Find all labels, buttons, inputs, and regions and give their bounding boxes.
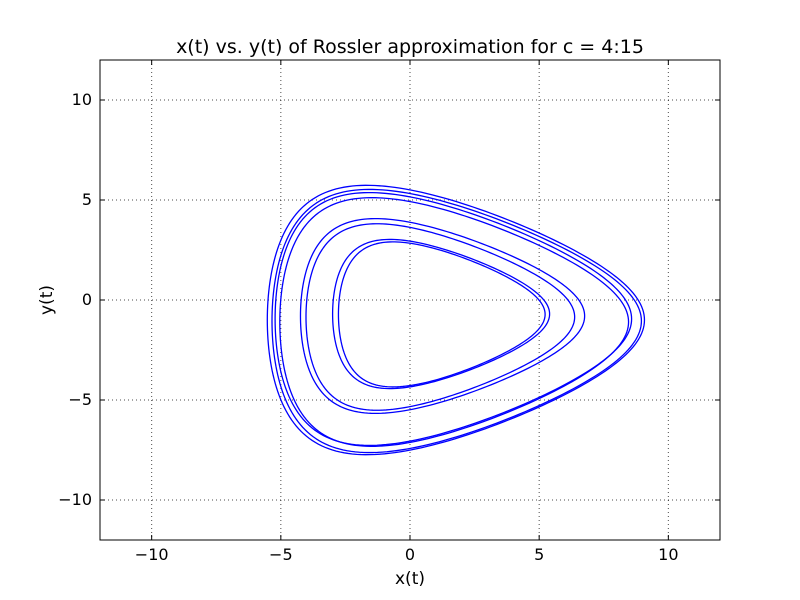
y-axis-label: y(t) [37,285,57,315]
x-tick-label: −5 [269,545,293,564]
x-tick-label: 10 [658,545,678,564]
trajectory-loop [305,223,576,411]
chart-title: x(t) vs. y(t) of Rossler approximation f… [176,36,644,58]
trajectory-loop [274,191,633,447]
x-tick-label: 5 [534,545,544,564]
plot-area [99,59,721,541]
trajectory-loop [331,238,551,390]
y-tick-label: 0 [82,290,92,309]
trajectory-loop [337,241,546,388]
series-trajectory [266,184,646,456]
ticks: −10 −5 0 5 10 −10 −5 0 5 10 [58,60,720,564]
y-tick-label: −10 [58,490,92,509]
trajectory-loop [271,188,643,454]
x-axis-label: x(t) [395,569,425,589]
series-layer [266,184,646,456]
y-tick-label: 10 [72,90,92,109]
y-tick-label: 5 [82,190,92,209]
trajectory-loop [279,197,630,447]
y-tick-label: −5 [68,390,92,409]
x-tick-label: 0 [405,545,415,564]
x-tick-label: −10 [135,545,169,564]
trajectory-loop [266,184,646,456]
trajectory-loop [299,217,586,415]
